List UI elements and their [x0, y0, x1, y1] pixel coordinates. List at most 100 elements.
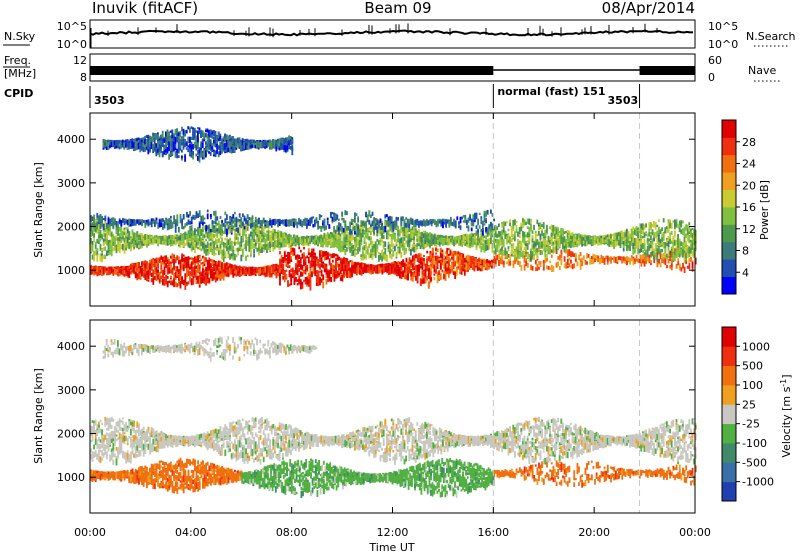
range-gate-cell [592, 253, 595, 258]
range-gate-cell [197, 238, 199, 242]
range-gate-cell [301, 268, 304, 272]
range-gate-cell [254, 227, 257, 230]
range-gate-cell [203, 272, 206, 278]
range-gate-cell [504, 257, 507, 260]
range-gate-cell [461, 236, 463, 240]
range-gate-cell [427, 236, 430, 239]
range-gate-cell [197, 230, 199, 236]
range-gate-cell [170, 280, 172, 285]
range-gate-cell [389, 254, 391, 259]
range-gate-cell [363, 232, 366, 235]
range-gate-cell [155, 257, 158, 263]
range-gate-cell [298, 237, 300, 241]
range-gate-cell [362, 252, 364, 258]
range-gate-cell [165, 274, 167, 279]
range-gate-cell [550, 265, 553, 272]
range-gate-cell [395, 239, 398, 245]
range-gate-cell [389, 223, 391, 228]
range-gate-cell [419, 241, 422, 246]
range-gate-cell [360, 265, 363, 269]
range-gate-cell [406, 231, 409, 237]
range-gate-cell [439, 256, 442, 261]
range-gate-cell [462, 256, 465, 261]
range-gate-cell [530, 264, 532, 271]
range-gate-cell [491, 239, 494, 243]
range-gate-cell [155, 267, 158, 272]
range-gate-cell [436, 262, 439, 267]
range-gate-cell [472, 233, 475, 237]
range-gate-cell [213, 241, 215, 246]
range-gate-cell [298, 239, 300, 246]
range-gate-cell [432, 234, 435, 238]
range-gate-cell [455, 268, 458, 272]
range-gate-cell [198, 275, 201, 279]
range-gate-cell [131, 265, 134, 273]
range-gate-cell [424, 238, 427, 245]
range-gate-cell [608, 257, 611, 261]
range-gate-cell [251, 228, 254, 235]
range-gate-cell [178, 240, 180, 245]
range-gate-cell [170, 236, 172, 242]
range-gate-cell [515, 257, 518, 262]
range-gate-cell [447, 260, 450, 268]
range-gate-cell [296, 264, 299, 270]
range-gate-cell [280, 243, 283, 248]
range-gate-cell [144, 238, 147, 246]
range-gate-cell [238, 270, 241, 278]
range-gate-cell [319, 282, 321, 286]
range-gate-cell [152, 278, 155, 285]
range-gate-cell [210, 268, 212, 276]
range-gate-cell [542, 260, 545, 267]
range-gate-cell [501, 253, 504, 259]
range-gate-cell [221, 266, 223, 269]
range-gate-cell [243, 269, 246, 275]
range-gate-cell [296, 267, 299, 271]
range-gate-cell [186, 238, 188, 245]
range-gate-cell [616, 256, 619, 262]
range-gate-cell [157, 269, 159, 274]
range-gate-cell [360, 269, 363, 276]
range-gate-cell [471, 266, 474, 270]
range-gate-cell [262, 239, 265, 243]
range-gate-cell [403, 251, 406, 255]
range-gate-cell [518, 249, 521, 254]
range-gate-cell [446, 239, 449, 242]
range-gate-cell [106, 268, 108, 274]
range-gate-cell [291, 267, 294, 273]
range-gate-cell [333, 275, 336, 279]
range-gate-cell [463, 257, 466, 263]
range-gate-cell [131, 237, 134, 242]
range-gate-cell [90, 230, 92, 238]
range-gate-cell [139, 273, 142, 278]
range-gate-cell [163, 255, 166, 261]
range-gate-cell [446, 264, 449, 268]
range-gate-cell [600, 258, 603, 264]
range-gate-cell [190, 241, 193, 246]
range-gate-cell [104, 246, 107, 251]
range-gate-cell [582, 255, 585, 258]
range-gate-cell [107, 267, 110, 274]
range-gate-cell [475, 257, 477, 264]
range-gate-cell [439, 247, 442, 253]
range-gate-cell [296, 279, 299, 282]
range-gate-cell [443, 238, 446, 244]
range-gate-cell [270, 266, 273, 274]
range-gate-cell [371, 242, 374, 247]
range-gate-cell [269, 234, 271, 242]
range-gate-cell [171, 253, 174, 259]
range-gate-cell [218, 249, 220, 256]
range-gate-cell [323, 251, 326, 256]
range-gate-cell [357, 261, 360, 265]
range-gate-cell [346, 234, 348, 241]
range-gate-cell [661, 258, 664, 263]
range-gate-cell [200, 276, 203, 280]
range-gate-cell [414, 230, 417, 235]
range-gate-cell [335, 268, 337, 273]
range-gate-cell [459, 235, 462, 238]
range-gate-cell [441, 261, 444, 266]
range-gate-cell [266, 230, 268, 233]
range-gate-cell [142, 237, 145, 242]
range-gate-cell [158, 261, 161, 264]
range-gate-cell [221, 262, 223, 267]
range-gate-cell [245, 227, 247, 233]
